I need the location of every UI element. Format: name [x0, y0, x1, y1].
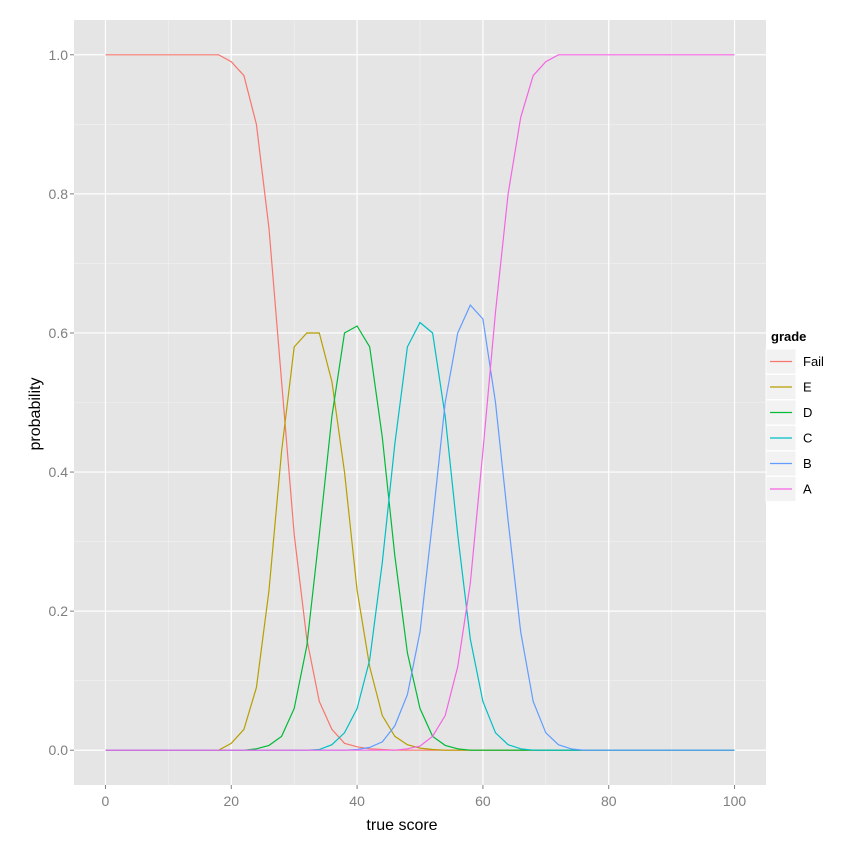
y-axis-title: probability — [27, 378, 44, 451]
y-tick-label: 0.2 — [49, 603, 69, 619]
legend-label-fail: Fail — [803, 354, 824, 369]
x-tick-label: 0 — [102, 793, 110, 809]
y-axis-ticks: 0.0 0.2 0.4 0.6 0.8 1.0 — [49, 47, 74, 758]
y-tick-label: 0.8 — [49, 186, 69, 202]
y-tick-label: 0.4 — [49, 464, 69, 480]
x-tick-label: 80 — [601, 793, 617, 809]
legend-label-b: B — [803, 456, 812, 471]
x-tick-label: 40 — [349, 793, 365, 809]
legend-label-e: E — [803, 380, 812, 395]
series-line-a — [105, 54, 735, 751]
legend-label-a: A — [803, 482, 812, 497]
legend-label-c: C — [803, 431, 812, 446]
x-axis-ticks: 0 20 40 60 80 100 — [102, 785, 747, 809]
x-tick-label: 60 — [475, 793, 491, 809]
x-tick-label: 100 — [723, 793, 747, 809]
legend-label-d: D — [803, 405, 812, 420]
legend-title: grade — [771, 329, 806, 344]
y-tick-label: 0.0 — [49, 742, 69, 758]
series-lines — [105, 54, 735, 751]
y-tick-label: 0.6 — [49, 325, 69, 341]
minor-grid — [74, 20, 766, 785]
x-tick-label: 20 — [223, 793, 239, 809]
major-grid — [74, 20, 766, 785]
y-tick-label: 1.0 — [49, 47, 69, 63]
x-axis-title: true score — [366, 817, 437, 834]
